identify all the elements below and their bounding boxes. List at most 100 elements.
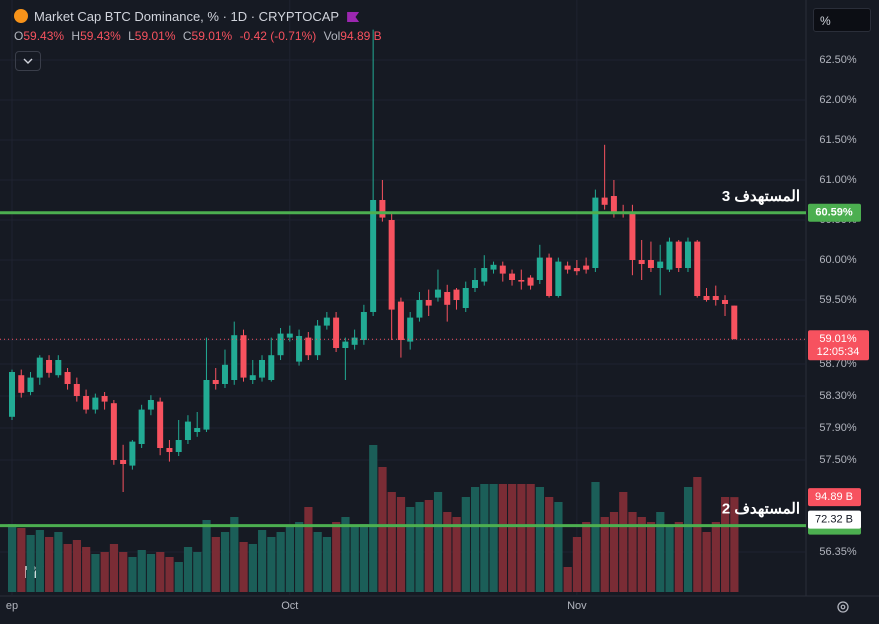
volume-bar [295, 522, 304, 592]
volume-bar [26, 535, 35, 592]
ohlc-key: H [71, 29, 81, 43]
candle-body [286, 333, 293, 338]
change: -0.42 (-0.71%) [239, 29, 317, 43]
candle-body [731, 305, 738, 340]
candle-body [583, 265, 590, 270]
candle-body [472, 280, 478, 288]
volume-bar [276, 532, 285, 592]
x-tick-label: Oct [281, 600, 298, 612]
candle-body [592, 197, 599, 268]
volume-bar [693, 477, 702, 592]
candle-body [499, 265, 506, 274]
x-tick-label: Nov [567, 600, 587, 612]
candle-body [416, 300, 423, 318]
volume-bar [702, 532, 711, 592]
volume-bar [378, 467, 387, 592]
candle-body [240, 335, 247, 378]
volume-last-box [808, 488, 861, 507]
candle-body [694, 241, 701, 296]
y-tick-label: 60.00% [819, 254, 857, 266]
candle-body [92, 397, 99, 410]
volume-bar [100, 552, 109, 592]
legend-header: Market Cap BTC Dominance, % · 1D · CRYPT… [14, 9, 386, 43]
candle-body [434, 289, 441, 298]
candle-body [259, 360, 266, 378]
volume-bar [609, 512, 619, 592]
candle-body [9, 372, 15, 417]
volume-ma-label: 72.32 B [815, 514, 853, 526]
candle-body [453, 289, 460, 300]
ohlc-key: O [14, 29, 24, 43]
candle-body [36, 357, 43, 378]
candle-body [249, 375, 256, 380]
candle-body [509, 273, 516, 280]
ohlc-key: C [182, 29, 192, 43]
flag-icon[interactable] [347, 12, 360, 22]
volume-key: Vol [323, 29, 341, 43]
candle-body [55, 360, 62, 376]
ohlc-value: 59.43% [80, 29, 121, 43]
volume-bar [406, 507, 415, 592]
candle-body [360, 312, 367, 340]
candle-body [46, 360, 53, 373]
candle-body [110, 403, 117, 460]
volume-bar [526, 484, 535, 592]
volume-bar [63, 544, 72, 592]
candle-body [64, 372, 71, 384]
candle-body [120, 460, 127, 464]
settings-icon[interactable] [837, 601, 849, 613]
candle-body [231, 335, 238, 380]
candle-body [323, 317, 330, 326]
scale-button[interactable]: % [813, 8, 871, 32]
volume-bar [369, 445, 378, 592]
volume-bar [508, 484, 517, 592]
volume-bar [517, 484, 526, 592]
coin-icon [14, 9, 28, 23]
ohlc-value: 59.43% [23, 29, 65, 43]
volume-bar [433, 492, 443, 592]
candle-body [342, 341, 349, 348]
candle-body [638, 260, 645, 264]
volume-bar [211, 537, 220, 592]
candle-body [305, 337, 312, 356]
volume-bar [72, 540, 82, 592]
volume-bar [45, 537, 54, 592]
volume-bar [8, 524, 17, 592]
volume-bar [721, 497, 730, 592]
collapse-button[interactable] [15, 51, 41, 71]
countdown: 12:05:34 [817, 346, 860, 358]
symbol-title: Market Cap BTC Dominance, % · 1D · CRYPT… [34, 9, 340, 24]
volume-bar [452, 517, 461, 592]
volume-bar [683, 487, 693, 592]
candle-body [184, 421, 191, 440]
volume-bar [35, 530, 44, 592]
candle-body [194, 428, 201, 432]
candle-body [444, 292, 451, 305]
volume-bar [498, 484, 507, 592]
candle-body [712, 296, 719, 300]
candle-body [73, 384, 80, 396]
volume-bar [248, 544, 257, 592]
candle-body [527, 277, 534, 286]
volume-bar [545, 497, 554, 592]
candle-body [388, 220, 395, 310]
candle-body [564, 265, 571, 270]
volume-bar [267, 537, 276, 592]
candle-body [175, 440, 182, 452]
volume-bar [202, 520, 211, 592]
candle-body [314, 325, 321, 356]
volume-bar [730, 497, 739, 592]
candle-body [666, 241, 673, 270]
y-tick-label: 58.30% [819, 390, 857, 402]
target-annotation: المستهدف 2 [722, 501, 800, 518]
volume-bar [341, 517, 350, 592]
candle-body [684, 241, 691, 268]
candle-body [101, 396, 108, 402]
last-price-box [808, 330, 869, 361]
volume-bar [396, 497, 406, 592]
y-tick-label: 56.35% [819, 546, 857, 558]
volume-ma-box [808, 510, 861, 529]
candle-body [722, 300, 729, 304]
volume-bar [285, 527, 294, 592]
volume-bar [304, 507, 313, 592]
